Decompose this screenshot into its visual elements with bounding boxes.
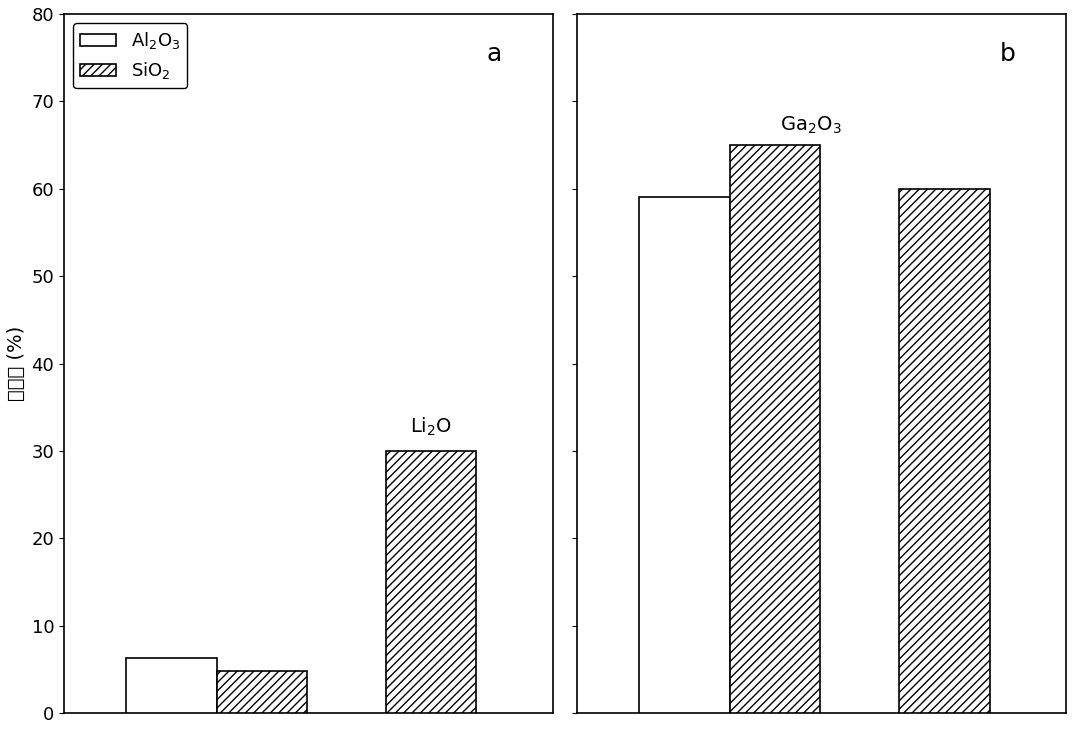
Text: $\mathrm{Ga_2O_3}$: $\mathrm{Ga_2O_3}$ bbox=[780, 115, 841, 136]
Text: $\mathrm{Li_2O}$: $\mathrm{Li_2O}$ bbox=[410, 415, 452, 438]
Text: a: a bbox=[486, 42, 502, 66]
Legend: $\mathrm{Al_2O_3}$, $\mathrm{SiO_2}$: $\mathrm{Al_2O_3}$, $\mathrm{SiO_2}$ bbox=[73, 23, 188, 88]
Bar bbox=[126, 658, 217, 713]
Bar bbox=[899, 189, 989, 713]
Y-axis label: 溶出率 (%): 溶出率 (%) bbox=[6, 326, 26, 401]
Text: b: b bbox=[999, 42, 1015, 66]
Bar bbox=[730, 145, 821, 713]
Bar bbox=[640, 197, 730, 713]
Bar bbox=[386, 451, 476, 713]
Bar bbox=[217, 671, 307, 713]
